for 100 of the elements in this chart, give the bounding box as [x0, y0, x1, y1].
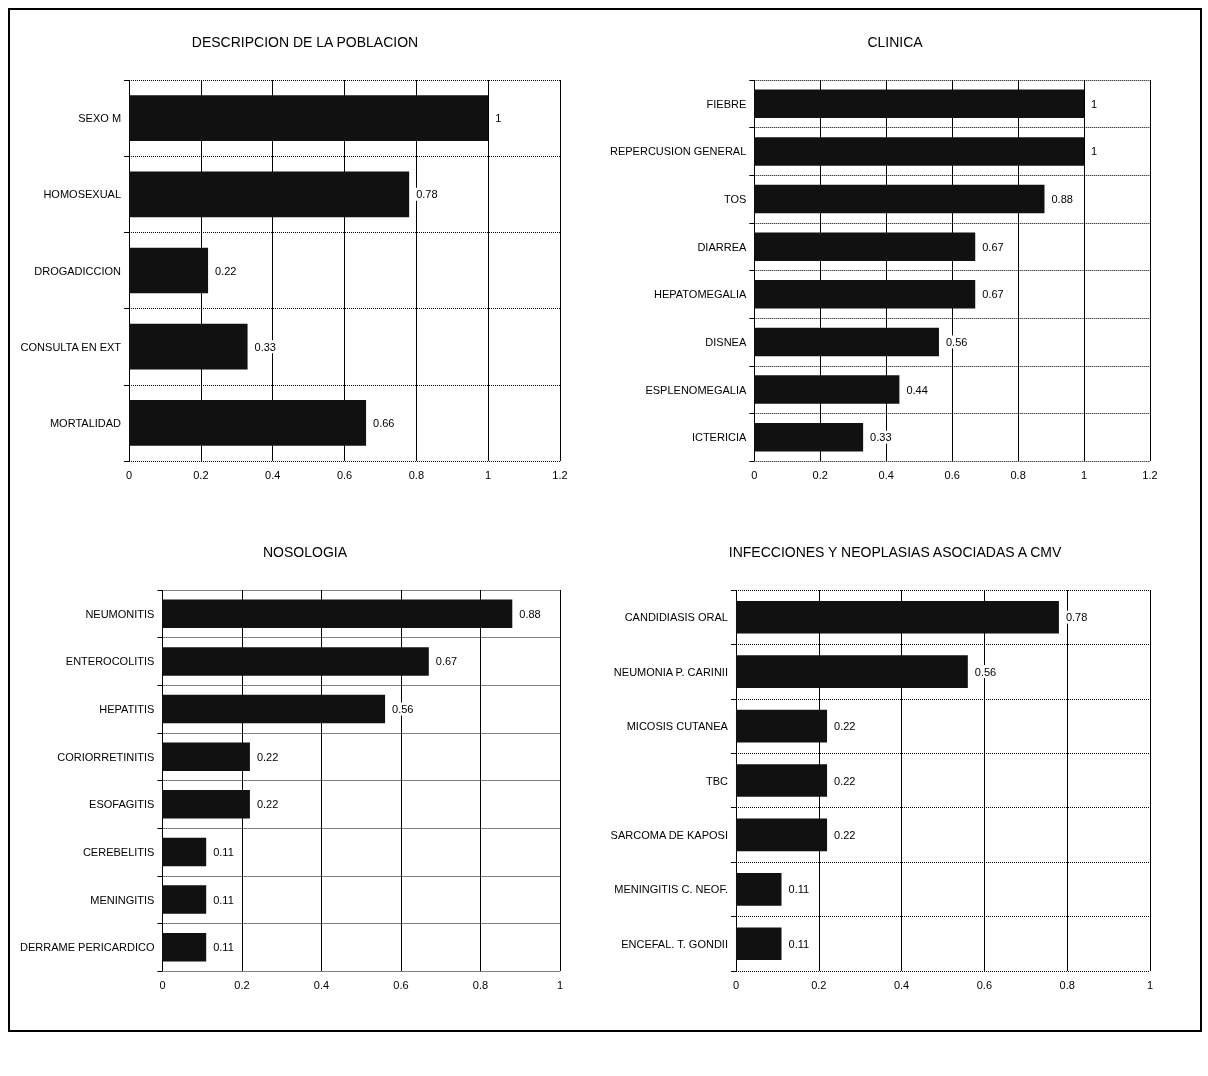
y-tick-label: MENINGITIS C. NEOF. — [614, 883, 728, 896]
x-tick-label: 0 — [159, 978, 166, 991]
data-label: 0.22 — [256, 750, 279, 763]
chart-title: NOSOLOGIA — [262, 544, 348, 560]
x-tick-label: 1 — [1080, 468, 1088, 481]
data-label: 0.22 — [834, 720, 856, 733]
y-tick-label: DIARREA — [697, 240, 747, 253]
bar — [735, 600, 1059, 634]
x-tick-label: 1 — [556, 978, 564, 991]
data-label: 0.11 — [213, 845, 234, 858]
bar — [735, 927, 782, 961]
data-label: 1 — [495, 112, 502, 125]
x-tick-label: 0.4 — [313, 978, 330, 991]
x-tick-label: 0.4 — [265, 468, 281, 481]
y-tick-label: NEUMONIA P. CARINII — [613, 665, 728, 678]
y-tick-label: CEREBELITIS — [82, 845, 155, 858]
data-label: 0.11 — [213, 941, 234, 954]
x-tick-label: 1.2 — [1142, 468, 1158, 481]
data-label: 0.88 — [1051, 193, 1073, 206]
x-tick-label: 0.6 — [393, 978, 409, 991]
y-tick-label: DISNEA — [705, 335, 747, 348]
x-tick-label: 1.2 — [552, 468, 568, 481]
data-label: 0.66 — [373, 416, 395, 429]
x-tick-label: 0.8 — [1010, 468, 1026, 481]
data-label: 0.22 — [215, 264, 237, 277]
bar — [754, 137, 1085, 166]
bar — [754, 422, 864, 452]
y-tick-label: TBC — [705, 774, 729, 787]
y-tick-label: REPERCUSION GENERAL — [610, 145, 747, 158]
bar — [162, 790, 250, 819]
y-tick-label: SEXO M — [78, 112, 122, 125]
x-tick-label: 0.8 — [408, 468, 424, 481]
chart-title: INFECCIONES Y NEOPLASIAS ASOCIADAS A CMV — [728, 544, 1062, 560]
data-label: 0.78 — [1065, 611, 1088, 624]
bar — [735, 709, 828, 743]
bar — [129, 95, 489, 141]
data-label: 0.22 — [834, 828, 856, 841]
chart-title: CLINICA — [867, 34, 924, 50]
y-tick-label: ICTERICIA — [691, 431, 747, 444]
y-tick-label: ESPLENOMEGALIA — [645, 383, 747, 396]
data-label: 0.56 — [392, 703, 414, 716]
x-tick-label: 0.6 — [336, 468, 353, 481]
x-tick-label: 1 — [1146, 978, 1154, 991]
y-tick-label: FIEBRE — [706, 97, 747, 110]
data-label: 0.56 — [945, 335, 968, 348]
x-tick-label: 0.4 — [893, 978, 910, 991]
y-tick-label: HOMOSEXUAL — [43, 188, 122, 201]
data-label: 0.33 — [870, 431, 892, 444]
y-tick-label: DERRAME PERICARDICO — [19, 941, 155, 954]
bar — [162, 647, 429, 676]
bar — [162, 885, 207, 914]
x-tick-label: 0.6 — [944, 468, 960, 481]
bar — [735, 655, 968, 688]
data-label: 0.78 — [416, 188, 438, 201]
y-tick-label: MORTALIDAD — [49, 416, 122, 429]
bar — [735, 818, 828, 852]
y-tick-label: DROGADICCION — [34, 264, 122, 277]
data-label: 0.44 — [906, 383, 928, 396]
bar — [129, 400, 367, 446]
data-label: 0.56 — [974, 665, 997, 678]
y-tick-label: ENCEFAL. T. GONDII — [621, 937, 728, 950]
y-tick-label: CONSULTA EN EXT — [20, 340, 122, 353]
x-tick-label: 0.8 — [472, 978, 489, 991]
bar — [754, 232, 976, 261]
data-label: 0.11 — [788, 937, 810, 950]
x-tick-label: 1 — [485, 468, 492, 481]
bar — [129, 171, 410, 218]
y-tick-label: CORIORRETINITIS — [57, 750, 155, 763]
chart-title: DESCRIPCION DE LA POBLACION — [191, 34, 419, 50]
data-label: 0.67 — [982, 240, 1004, 253]
bar — [735, 764, 828, 797]
bar — [162, 932, 207, 962]
data-label: 1 — [1091, 97, 1098, 110]
data-label: 0.88 — [519, 607, 541, 620]
y-tick-label: NEUMONITIS — [85, 607, 155, 620]
bar — [754, 184, 1045, 214]
y-tick-label: TOS — [723, 193, 747, 206]
bar — [162, 837, 207, 867]
x-tick-label: 0 — [732, 978, 740, 991]
data-label: 0.11 — [788, 883, 810, 896]
y-tick-label: ESOFAGITIS — [89, 798, 155, 811]
bar — [162, 599, 513, 629]
y-tick-label: MENINGITIS — [90, 893, 155, 906]
y-tick-label: CANDIDIASIS ORAL — [624, 611, 728, 624]
data-label: 0.22 — [834, 774, 856, 787]
data-label: 0.33 — [254, 340, 276, 353]
bar — [754, 280, 976, 309]
x-tick-label: 0.2 — [234, 978, 250, 991]
x-tick-label: 0.4 — [878, 468, 894, 481]
bar — [162, 742, 250, 771]
bar — [129, 247, 209, 294]
x-tick-label: 0.8 — [1059, 978, 1075, 991]
data-label: 0.67 — [982, 288, 1004, 301]
x-tick-label: 0 — [751, 468, 758, 481]
y-tick-label: MICOSIS CUTANEA — [626, 720, 729, 733]
bar — [754, 375, 900, 404]
y-tick-label: SARCOMA DE KAPOSI — [610, 828, 728, 841]
y-tick-label: HEPATITIS — [99, 703, 155, 716]
x-tick-label: 0 — [125, 468, 133, 481]
data-label: 0.22 — [256, 798, 279, 811]
